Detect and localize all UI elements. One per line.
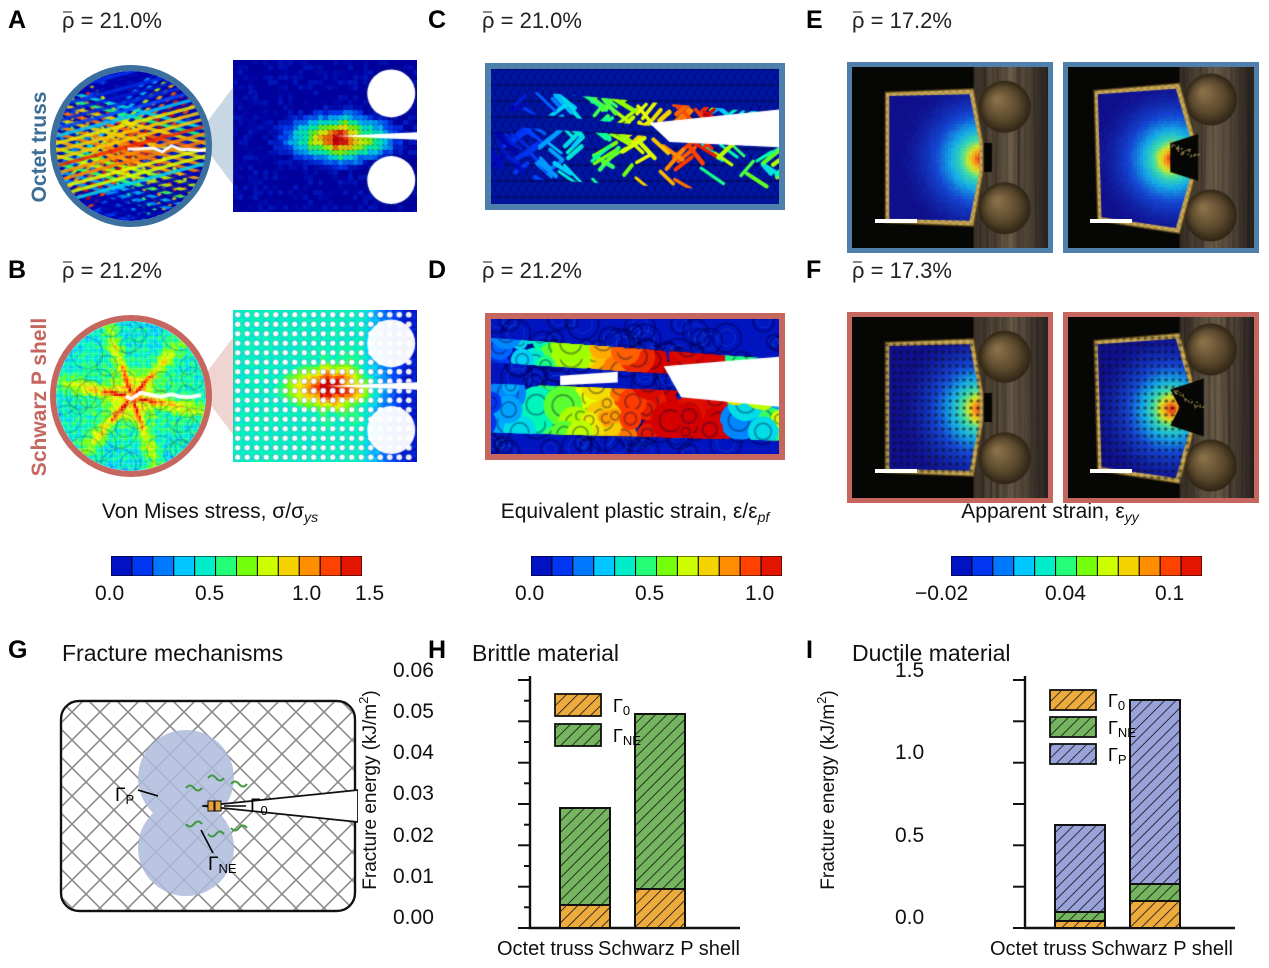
svg-text:ΓP: ΓP	[1108, 745, 1127, 767]
svg-text:Γ0: Γ0	[613, 696, 630, 718]
svg-text:Γ0: Γ0	[1108, 691, 1125, 713]
